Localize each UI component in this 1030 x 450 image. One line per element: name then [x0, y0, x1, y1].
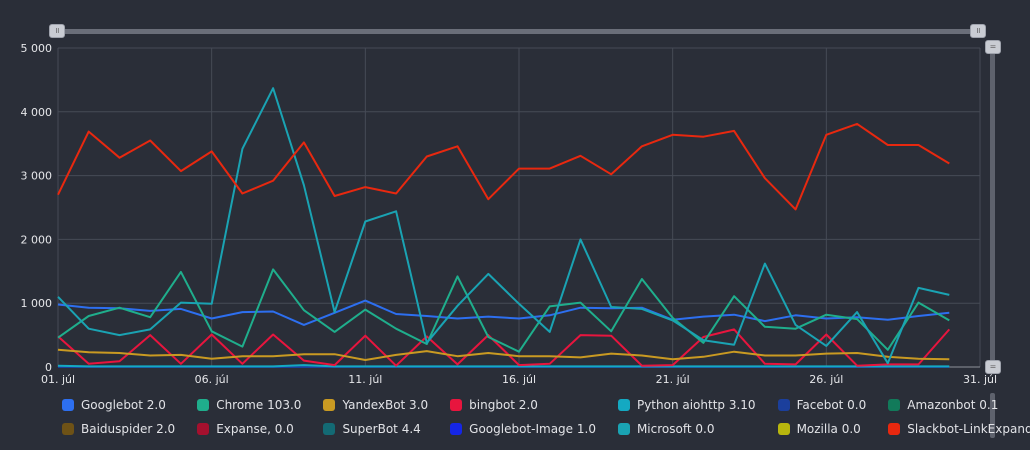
y-tick-label: 0 [45, 361, 52, 374]
legend-label: Googlebot 2.0 [81, 398, 166, 412]
legend-swatch [888, 423, 901, 435]
series-line-chrome-103-0[interactable] [57, 268, 950, 353]
legend-item-amazonbot-0-1[interactable]: Amazonbot 0.1 [888, 398, 1030, 412]
legend-label: Microsoft 0.0 [636, 422, 715, 436]
legend-label: Facebot 0.0 [796, 398, 867, 412]
series-line-bingbot-2-0[interactable] [57, 328, 951, 367]
chart-legend: Googlebot 2.0 Chrome 103.0 YandexBot 3.0 bi… [62, 398, 1030, 436]
legend-item-microsoft-0-0[interactable]: Microsoft 0.0 [617, 422, 756, 436]
series-line-yandexbot-3-0[interactable] [57, 348, 950, 361]
series-line-googlebot-2-0[interactable] [57, 299, 950, 326]
legend-swatch [62, 399, 74, 411]
range-end-handle[interactable]: ॥ [970, 24, 986, 38]
legend-swatch [617, 423, 630, 435]
legend-label: Python aiohttp 3.10 [636, 398, 756, 412]
legend-item-mozilla-0-0[interactable]: Mozilla 0.0 [777, 422, 867, 436]
y-axis: 0 1 000 2 000 3 000 4 000 5 000 [21, 42, 53, 374]
horizontal-range-track[interactable] [58, 29, 980, 34]
x-tick-label: 01. júl [41, 373, 75, 386]
legend-item-facebot-0-0[interactable]: Facebot 0.0 [777, 398, 867, 412]
y-tick-label: 4 000 [21, 106, 53, 119]
vertical-range-track[interactable] [990, 46, 995, 368]
legend-swatch [197, 399, 210, 411]
x-tick-label: 06. júl [195, 373, 229, 386]
legend-item-expanse-0-0[interactable]: Expanse, 0.0 [197, 422, 301, 436]
legend-item-bingbot-2-0[interactable]: bingbot 2.0 [450, 398, 596, 412]
legend-item-superbot-4-4[interactable]: SuperBot 4.4 [323, 422, 428, 436]
x-axis: 01. júl 06. júl 11. júl 16. júl 21. júl 26. j… [41, 373, 997, 386]
legend-item-baiduspider-2-0[interactable]: Baiduspider 2.0 [62, 422, 175, 436]
x-tick-label: 31. júl [963, 373, 997, 386]
legend-item-slackbot-linkexpanding-1-0[interactable]: Slackbot-LinkExpanding 1.0 [888, 422, 1030, 436]
legend-swatch [323, 423, 336, 435]
series-line-python-aiohttp-3-10[interactable] [57, 364, 950, 368]
series-line-microsoft-0-0[interactable] [57, 87, 950, 365]
y-tick-label: 2 000 [21, 233, 53, 246]
legend-swatch [888, 399, 901, 411]
legend-label: Expanse, 0.0 [216, 422, 294, 436]
legend-item-python-aiohttp-3-10[interactable]: Python aiohttp 3.10 [617, 398, 756, 412]
legend-label: YandexBot 3.0 [342, 398, 429, 412]
vertical-range-top-handle[interactable]: = [985, 40, 1001, 54]
range-start-handle[interactable]: ॥ [49, 24, 65, 38]
legend-label: Chrome 103.0 [216, 398, 302, 412]
legend-item-chrome-103-0[interactable]: Chrome 103.0 [197, 398, 301, 412]
legend-label: Googlebot-Image 1.0 [469, 422, 596, 436]
legend-item-googlebot-image-1-0[interactable]: Googlebot-Image 1.0 [450, 422, 596, 436]
legend-swatch [450, 399, 463, 411]
y-tick-label: 1 000 [21, 297, 53, 310]
legend-item-googlebot-2-0[interactable]: Googlebot 2.0 [62, 398, 175, 412]
chart-series [57, 87, 951, 368]
y-tick-label: 5 000 [21, 42, 53, 55]
legend-swatch [450, 423, 463, 435]
legend-swatch [323, 399, 336, 411]
x-tick-label: 11. júl [348, 373, 382, 386]
legend-swatch [777, 423, 790, 435]
legend-label: SuperBot 4.4 [342, 422, 421, 436]
x-tick-label: 16. júl [502, 373, 536, 386]
legend-swatch [62, 423, 74, 435]
legend-swatch [617, 399, 630, 411]
legend-swatch [777, 399, 790, 411]
series-line-slackbot-linkexpanding-1-0[interactable] [57, 122, 950, 211]
legend-label: Mozilla 0.0 [796, 422, 861, 436]
legend-label: Baiduspider 2.0 [81, 422, 176, 436]
x-tick-label: 21. júl [656, 373, 690, 386]
legend-swatch [197, 423, 210, 435]
legend-label: Amazonbot 0.1 [907, 398, 999, 412]
legend-scrollbar[interactable] [990, 393, 995, 438]
y-tick-label: 3 000 [21, 170, 53, 183]
legend-label: Slackbot-LinkExpanding 1.0 [907, 422, 1030, 436]
vertical-range-bottom-handle[interactable]: = [985, 360, 1001, 374]
legend-label: bingbot 2.0 [469, 398, 538, 412]
legend-item-yandexbot-3-0[interactable]: YandexBot 3.0 [323, 398, 428, 412]
x-tick-label: 26. júl [809, 373, 843, 386]
